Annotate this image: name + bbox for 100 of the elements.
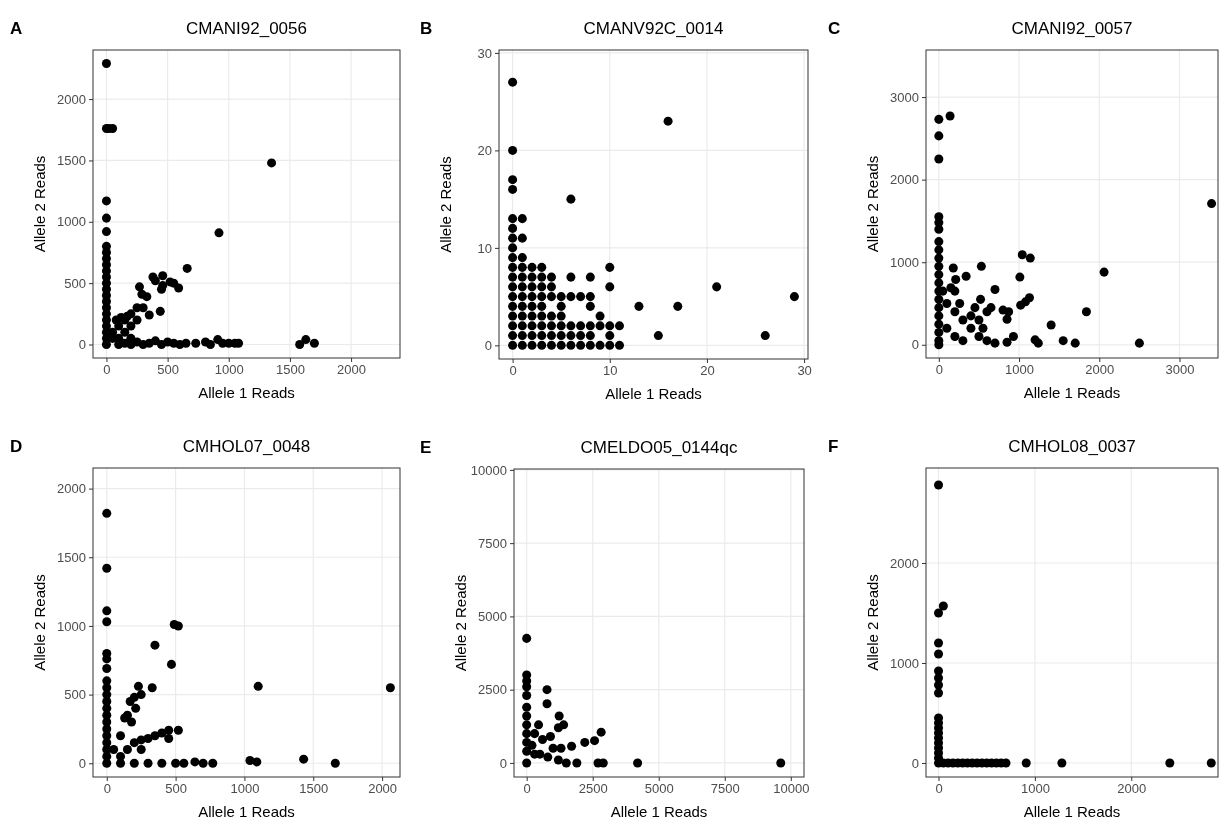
x-axis-title: Allele 1 Reads <box>610 803 708 820</box>
chart-title: CMELDO05_0144qc <box>580 438 738 457</box>
point <box>553 723 563 733</box>
point <box>542 685 552 695</box>
x-tick-label: 1500 <box>299 781 329 797</box>
point <box>522 720 532 730</box>
y-tick-label: 0 <box>911 337 919 353</box>
y-axis-title: Allele 2 Reads <box>31 155 48 253</box>
y-tick-label: 2000 <box>890 555 919 571</box>
point <box>1206 758 1216 768</box>
y-tick-label: 500 <box>64 275 86 291</box>
x-tick-label: 1500 <box>275 362 305 378</box>
point <box>934 638 944 648</box>
y-tick-label: 1000 <box>57 618 86 634</box>
x-tick-label: 30 <box>797 363 812 379</box>
point <box>522 633 532 643</box>
y-tick-label: 30 <box>477 45 492 61</box>
x-tick-label: 2000 <box>368 781 398 797</box>
point <box>934 680 944 690</box>
x-tick-label: 0 <box>523 781 531 797</box>
y-tick-label: 2000 <box>57 481 86 497</box>
point <box>580 737 590 747</box>
y-tick-label: 7500 <box>478 535 507 551</box>
point <box>1021 758 1031 768</box>
point <box>548 743 558 753</box>
point <box>938 601 948 611</box>
x-tick-label: 2000 <box>1117 781 1147 797</box>
y-tick-label: 1000 <box>57 214 86 230</box>
point <box>590 736 600 746</box>
point <box>545 732 555 742</box>
x-tick-label: 1000 <box>1020 781 1050 797</box>
x-tick-label: 3000 <box>1165 362 1195 378</box>
point <box>572 758 582 768</box>
point <box>556 743 566 753</box>
y-axis-title: Allele 2 Reads <box>864 155 881 253</box>
point <box>567 741 577 751</box>
text: C <box>828 19 841 38</box>
x-tick-label: 1000 <box>230 781 260 797</box>
point <box>1165 758 1175 768</box>
point <box>1057 758 1067 768</box>
point <box>534 720 544 730</box>
point <box>522 746 532 756</box>
x-tick-label: 1000 <box>214 362 244 378</box>
text: D <box>10 437 23 456</box>
x-tick-label: 10 <box>603 363 618 379</box>
x-tick-label: 500 <box>165 781 187 797</box>
x-tick-label: 5000 <box>644 781 674 797</box>
point <box>553 755 563 765</box>
x-axis-title: Allele 1 Reads <box>1023 384 1121 401</box>
y-tick-label: 1500 <box>57 153 86 169</box>
point <box>522 729 532 739</box>
y-tick-label: 0 <box>484 338 492 354</box>
x-tick-label: 2500 <box>578 781 608 797</box>
x-axis-title: Allele 1 Reads <box>198 803 295 820</box>
y-axis-title: Allele 2 Reads <box>31 574 48 671</box>
point <box>934 480 944 490</box>
x-tick-label: 0 <box>103 362 111 378</box>
point <box>522 711 532 721</box>
y-tick-label: 0 <box>78 755 86 771</box>
x-tick-label: 2000 <box>1085 362 1115 378</box>
point <box>934 649 944 659</box>
y-tick-label: 20 <box>477 143 492 159</box>
y-tick-label: 3000 <box>890 89 919 105</box>
point <box>934 688 944 698</box>
point <box>522 758 532 768</box>
x-tick-label: 20 <box>700 363 715 379</box>
chart-title: CMANI92_0056 <box>186 19 307 38</box>
y-tick-label: 5000 <box>478 609 507 625</box>
x-tick-label: 0 <box>935 781 943 797</box>
point <box>934 608 944 618</box>
point <box>522 702 532 712</box>
y-axis-title: Allele 2 Reads <box>437 156 454 253</box>
x-tick-label: 0 <box>935 362 943 378</box>
point <box>543 752 553 762</box>
point <box>542 699 552 709</box>
x-tick-label: 0 <box>509 363 517 379</box>
point <box>554 711 564 721</box>
point <box>527 740 537 750</box>
chart-title: CMHOL08_0037 <box>1008 437 1136 456</box>
x-tick-label: 1000 <box>1005 362 1035 378</box>
x-tick-label: 10000 <box>773 781 810 797</box>
y-tick-label: 10000 <box>470 462 507 478</box>
chart-title: CMANI92_0057 <box>1011 19 1133 38</box>
x-tick-label: 7500 <box>710 781 740 797</box>
x-axis-title: Allele 1 Reads <box>1023 803 1121 820</box>
point <box>776 758 786 768</box>
x-axis-title: Allele 1 Reads <box>198 384 295 401</box>
x-tick-label: 2000 <box>337 362 367 378</box>
y-tick-label: 0 <box>499 755 507 771</box>
x-tick-label: 0 <box>103 781 111 797</box>
point <box>522 682 532 692</box>
text: E <box>420 438 432 457</box>
point <box>633 758 643 768</box>
y-tick-label: 2000 <box>890 172 919 188</box>
text: A <box>10 19 23 38</box>
x-axis-title: Allele 1 Reads <box>605 385 702 402</box>
x-tick-label: 500 <box>157 362 179 378</box>
y-tick-label: 2000 <box>57 91 86 107</box>
point <box>561 758 571 768</box>
text: B <box>420 19 433 38</box>
